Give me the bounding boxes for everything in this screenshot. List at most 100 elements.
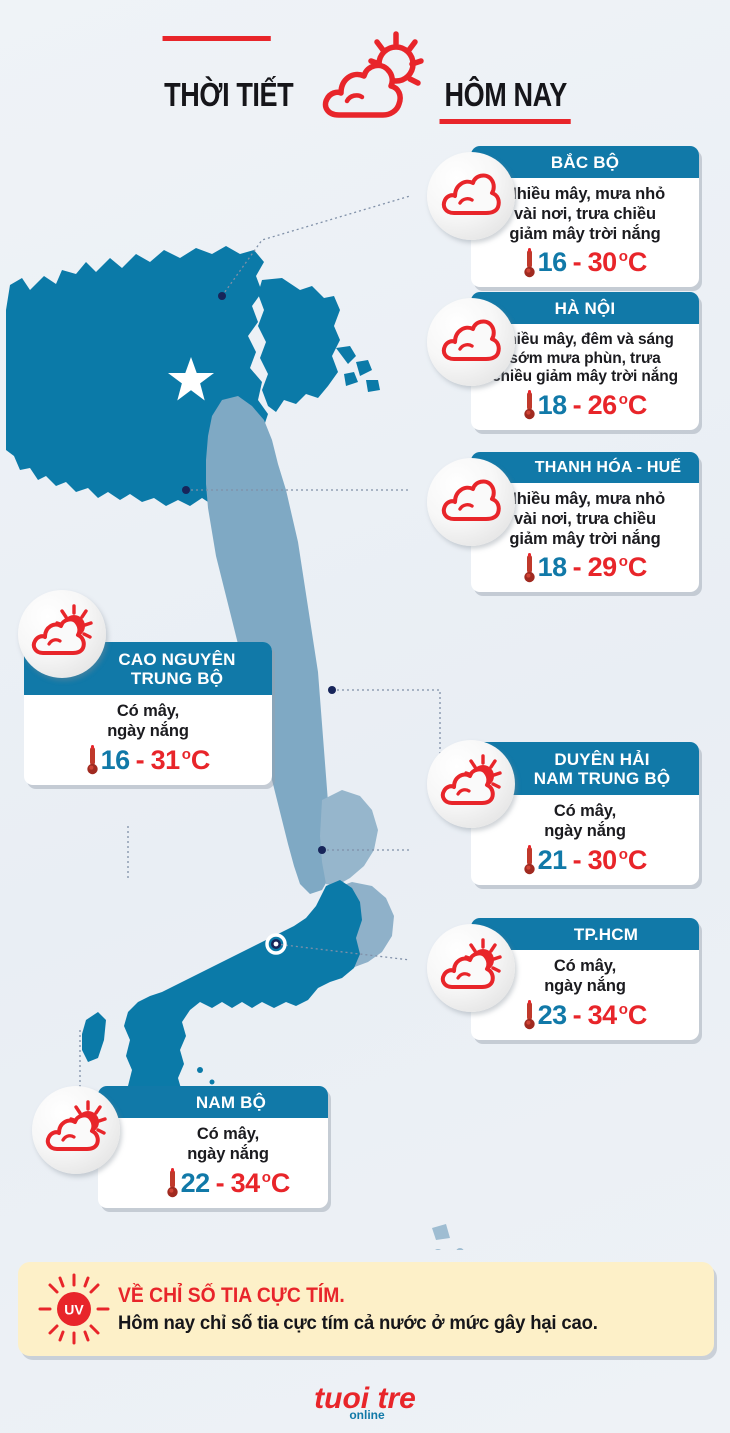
degree-symbol: o [181, 745, 191, 763]
thermometer-icon [523, 552, 535, 582]
weather-card-tphcm[interactable]: TP.HCM Có mây, ngày nắng 23 - 34 oC [427, 918, 699, 1040]
card-title-line1: DUYÊN HẢI [554, 750, 650, 769]
sun-cloud-icon [427, 740, 515, 828]
card-title: TP.HCM [471, 918, 699, 951]
temp-unit: oC [619, 390, 648, 421]
celsius-letter: C [627, 999, 648, 1030]
desc-line: sớm mưa phùn, trưa [509, 349, 661, 367]
tuoi-tre-logo[interactable]: tuoi tre online [295, 1378, 435, 1424]
temp-high: 30 [587, 844, 618, 875]
thermometer-icon [523, 247, 535, 278]
card-description: Nhiều mây, đêm và sáng sớm mưa phùn, trư… [481, 331, 689, 387]
logo-sub-text: online [349, 1408, 385, 1422]
temperature-range: 22 - 34 oC [138, 1168, 318, 1199]
thermometer-icon [523, 845, 535, 875]
thermometer-icon [86, 745, 98, 775]
degree-symbol: o [618, 845, 628, 863]
temperature-range: 16 - 31 oC [34, 745, 262, 776]
temp-dash: - [215, 1167, 225, 1198]
weather-card-duyen-hai-nam-trung-bo[interactable]: DUYÊN HẢI NAM TRUNG BỘ Có mây, ngày nắng… [427, 740, 699, 885]
temperature-range: 21 - 30 oC [481, 845, 689, 876]
card-description: Nhiều mây, mưa nhỏ vài nơi, trưa chiều g… [481, 185, 689, 244]
celsius-letter: C [627, 844, 648, 875]
desc-line: ngày nắng [544, 976, 626, 995]
card-title: HÀ NỘI [471, 292, 699, 325]
weather-card-ha-noi[interactable]: HÀ NỘI Nhiều mây, đêm và sáng sớm mưa ph… [427, 292, 699, 430]
page-title-right: HÔM NAY [439, 52, 572, 124]
thermometer-icon [523, 390, 535, 420]
weather-card-cao-nguyen-trung-bo[interactable]: CAO NGUYÊN TRUNG BỘ Có mây, ngày nắng 16… [18, 590, 272, 785]
uv-title: VỀ CHỈ SỐ TIA CỰC TÍM. [118, 1283, 345, 1307]
temperature-range: 18 - 26 oC [481, 390, 689, 421]
temp-dash: - [135, 744, 145, 775]
site-logo[interactable]: tuoi tre online [0, 1378, 730, 1429]
desc-line: Có mây, [553, 957, 617, 976]
temperature-range: 16 - 30 oC [481, 247, 689, 278]
cloud-icon [427, 458, 515, 546]
card-title: BẮC BỘ [471, 146, 699, 179]
temp-dash: - [572, 999, 582, 1030]
map-island-phu-quoc [82, 1012, 106, 1062]
temp-high: 26 [587, 389, 618, 420]
desc-line: Nhiều mây, đêm và sáng [496, 331, 674, 349]
desc-line: ngày nắng [107, 721, 189, 740]
temp-low: 22 [180, 1167, 211, 1198]
logo-main-text: tuoi tre [314, 1382, 416, 1415]
card-title-line2: TRUNG BỘ [130, 669, 224, 689]
card-description: Nhiều mây, mưa nhỏ vài nơi, trưa chiều g… [481, 490, 689, 549]
uv-subtitle: Hôm nay chỉ số tia cực tím cả nước ở mức… [118, 1311, 598, 1334]
card-description: Có mây, ngày nắng [34, 702, 262, 742]
desc-line: Có mây, [196, 1125, 260, 1144]
temp-low: 18 [537, 552, 568, 583]
temp-unit: oC [182, 745, 211, 776]
temp-unit: oC [619, 845, 648, 876]
temp-unit: oC [619, 552, 648, 583]
sun-cloud-icon [32, 1086, 120, 1174]
celsius-letter: C [627, 247, 648, 278]
celsius-letter: C [627, 389, 648, 420]
temp-low: 16 [537, 247, 568, 278]
celsius-letter: C [270, 1167, 291, 1198]
uv-sun-icon: UV [38, 1273, 110, 1345]
temp-dash: - [572, 247, 582, 278]
card-description: Có mây, ngày nắng [481, 957, 689, 997]
page-header: THỜI TIẾT HÔM NAY [0, 26, 730, 136]
temp-high: 31 [150, 744, 181, 775]
temp-low: 23 [537, 999, 568, 1030]
card-title-line1: CAO NGUYÊN [118, 650, 236, 669]
desc-line: ngày nắng [187, 1144, 269, 1163]
sun-cloud-icon [427, 924, 515, 1012]
desc-line: Nhiều mây, mưa nhỏ [504, 489, 666, 508]
temperature-range: 23 - 34 oC [481, 1000, 689, 1031]
cloud-icon [427, 298, 515, 386]
card-title: THANH HÓA - HUẾ [471, 452, 699, 483]
temp-unit: oC [619, 247, 648, 278]
map-region-central-coast [320, 790, 378, 886]
weather-card-thanh-hoa-hue[interactable]: THANH HÓA - HUẾ Nhiều mây, mưa nhỏ vài n… [427, 452, 699, 593]
weather-card-nam-bo[interactable]: NAM BỘ Có mây, ngày nắng 22 - 34 oC [32, 1086, 328, 1208]
desc-line: Nhiều mây, mưa nhỏ [504, 185, 666, 204]
desc-line: giảm mây trời nắng [509, 529, 661, 548]
weather-card-bac-bo[interactable]: BẮC BỘ Nhiều mây, mưa nhỏ vài nơi, trưa … [427, 146, 699, 288]
desc-line: chiều giảm mây trời nắng [491, 368, 679, 386]
card-title-line2: NAM TRUNG BỘ [533, 769, 671, 789]
temp-unit: oC [619, 1000, 648, 1031]
page-title-left: THỜI TIẾT [162, 35, 293, 111]
degree-symbol: o [618, 553, 628, 571]
card-title: NAM BỘ [98, 1086, 328, 1119]
temp-low: 16 [100, 744, 131, 775]
cloud-icon [427, 152, 515, 240]
desc-line: giảm mây trời nắng [509, 224, 661, 243]
temperature-range: 18 - 29 oC [481, 552, 689, 583]
card-description: Có mây, ngày nắng [138, 1125, 318, 1165]
temp-high: 29 [587, 552, 618, 583]
thermometer-icon [523, 1000, 535, 1030]
map-islands-northeast [336, 346, 380, 392]
desc-line: vài nơi, trưa chiều [514, 204, 656, 223]
temp-dash: - [572, 844, 582, 875]
uv-label: UV [64, 1302, 84, 1318]
degree-symbol: o [618, 248, 628, 266]
desc-line: Có mây, [553, 802, 617, 821]
degree-symbol: o [618, 390, 628, 408]
